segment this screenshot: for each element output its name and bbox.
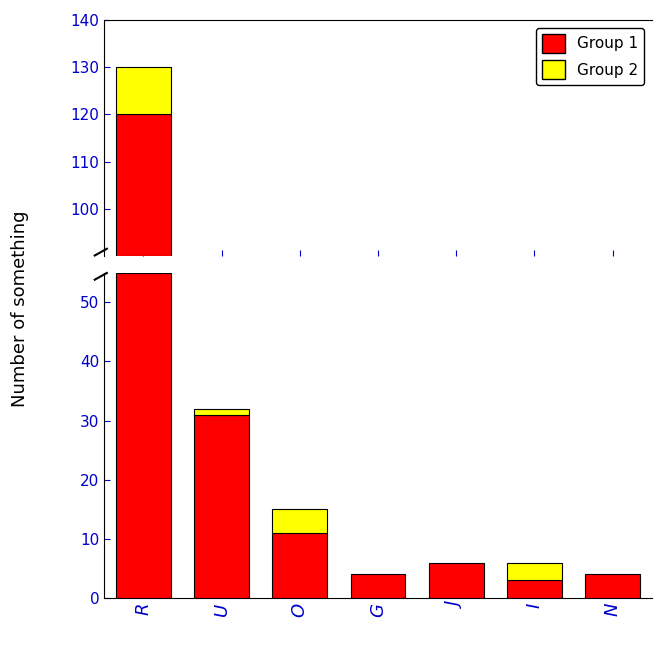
Legend: Group 1, Group 2: Group 1, Group 2: [536, 28, 644, 85]
Bar: [507, 581, 562, 598]
Bar: [116, 67, 171, 114]
Bar: [507, 562, 562, 581]
Bar: [351, 575, 405, 598]
Text: Number of something: Number of something: [11, 211, 29, 407]
Bar: [194, 415, 249, 598]
Bar: [116, 273, 171, 598]
Bar: [272, 533, 327, 598]
Bar: [194, 409, 249, 415]
Bar: [429, 562, 484, 598]
Bar: [585, 575, 640, 598]
Bar: [272, 509, 327, 533]
Bar: [116, 114, 171, 256]
